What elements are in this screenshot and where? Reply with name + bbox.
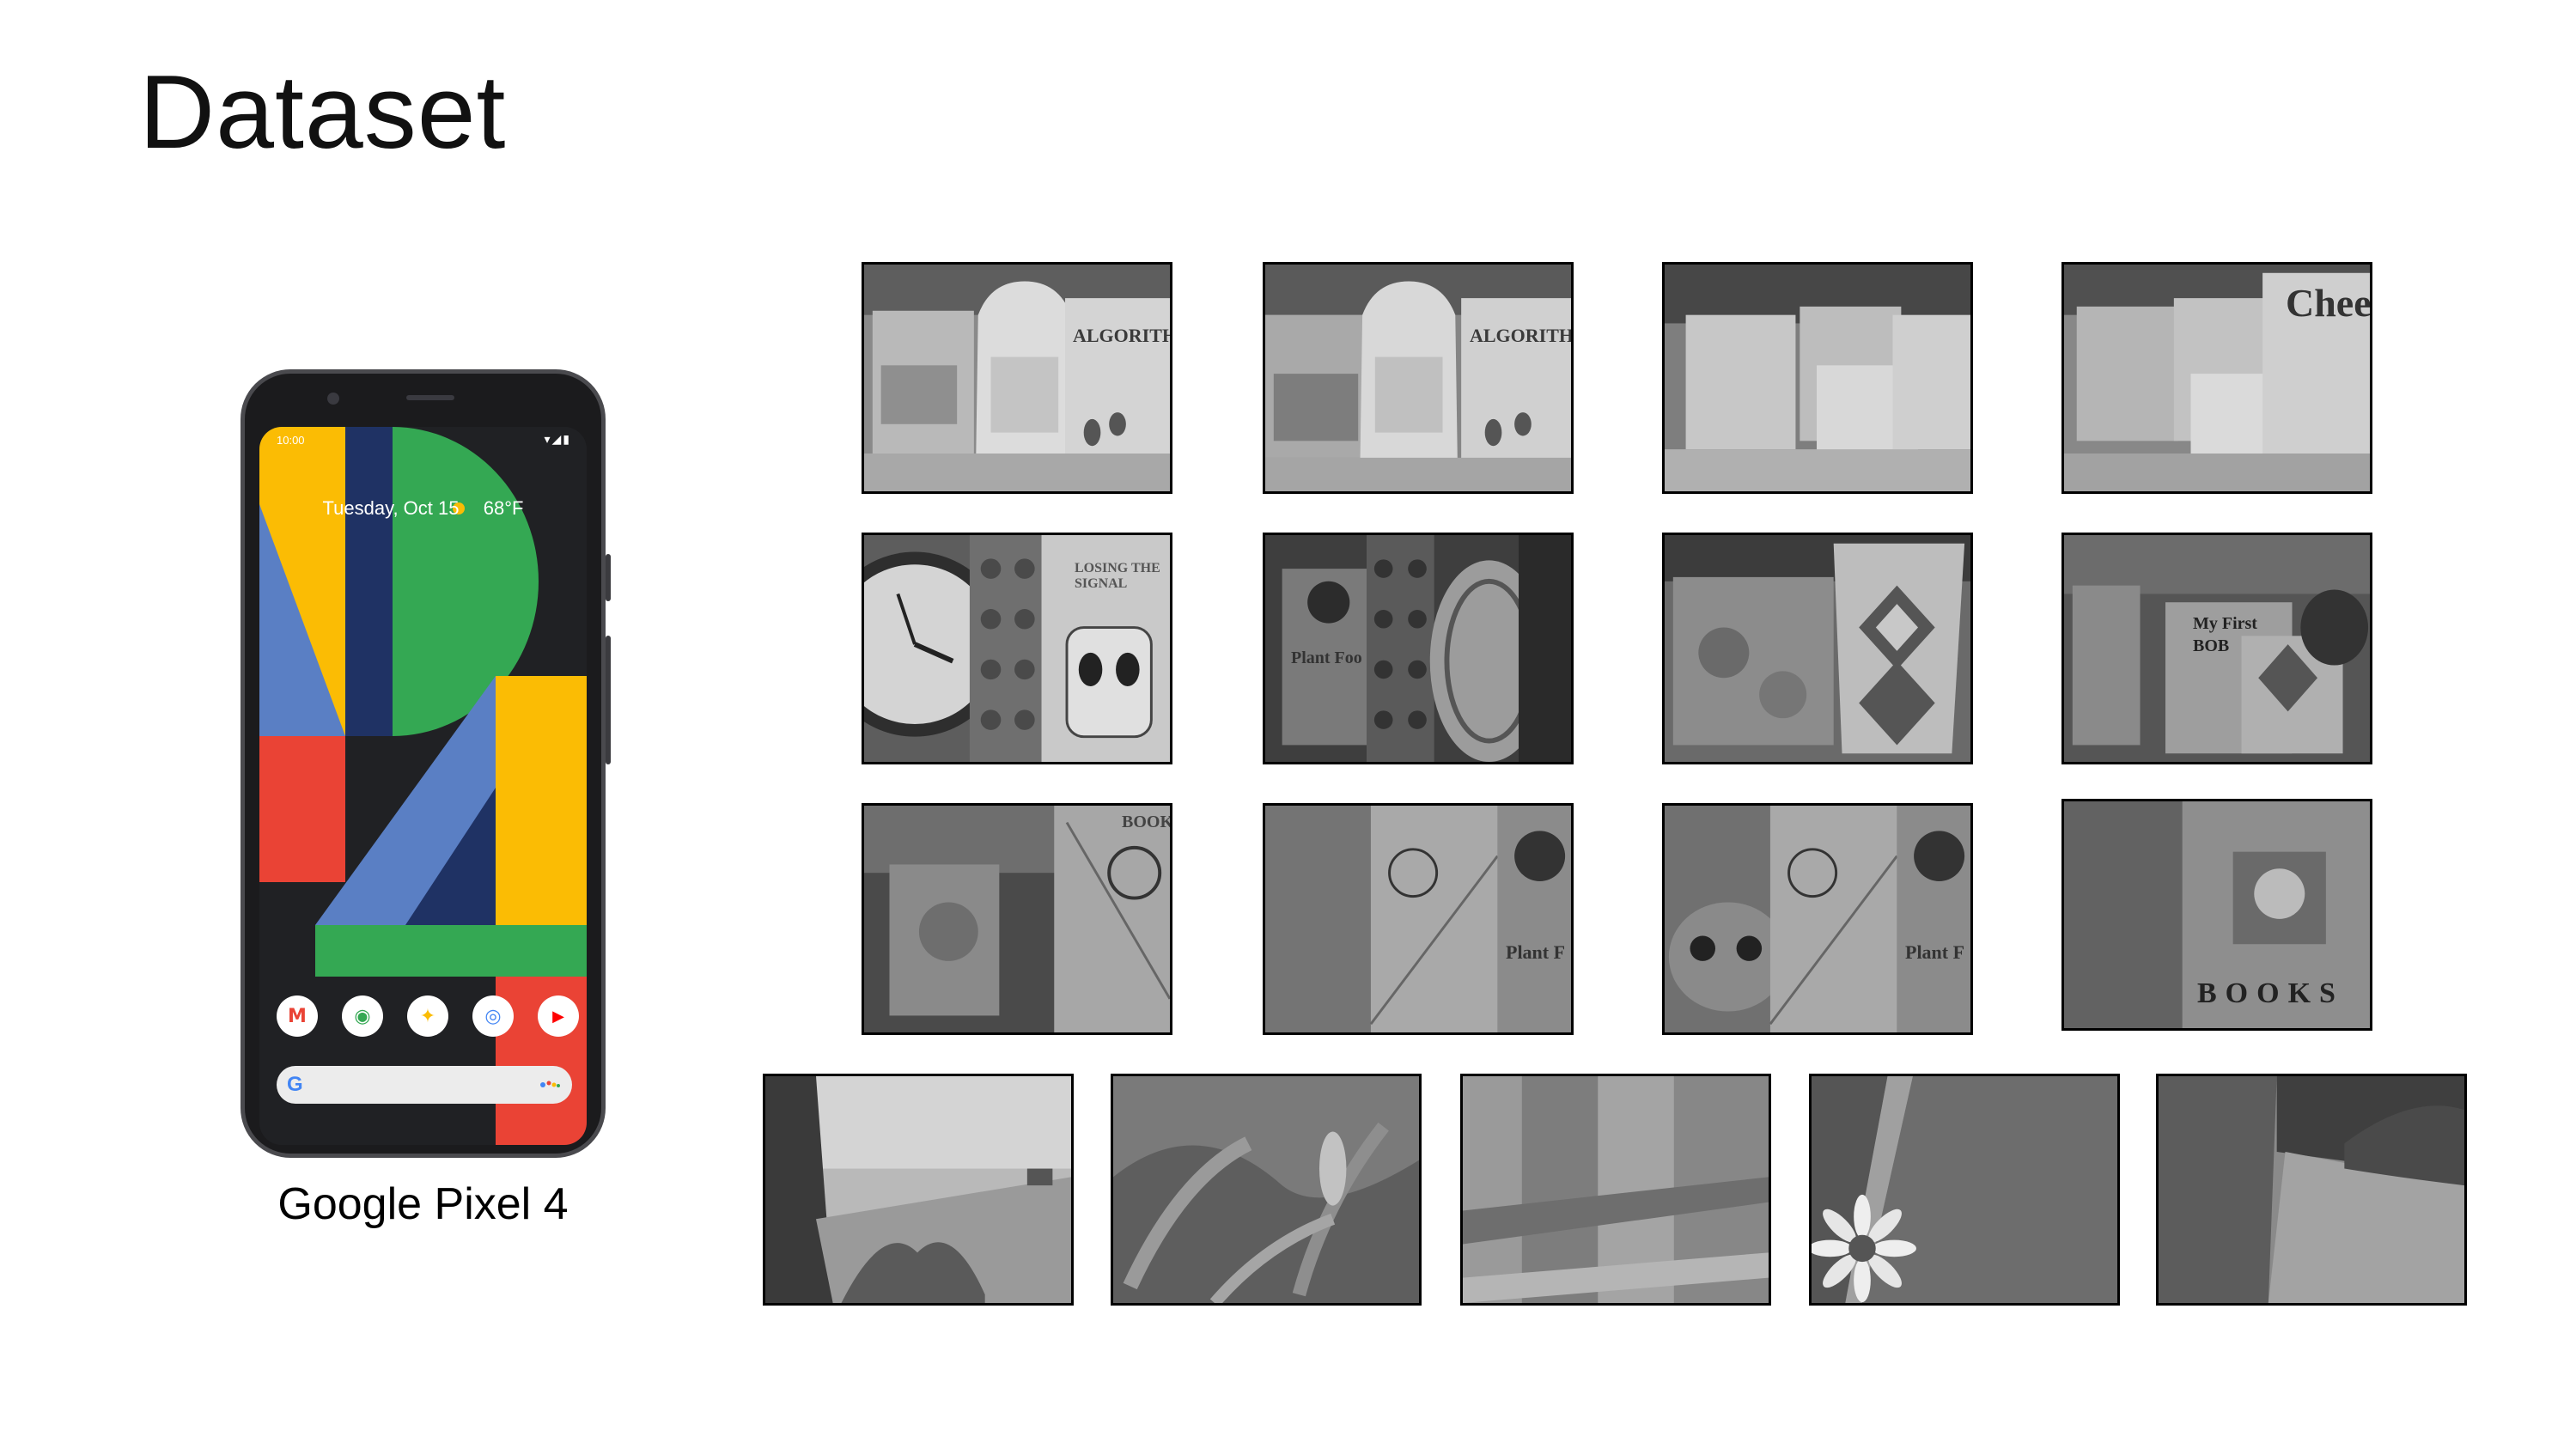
thumb-text: Plant F bbox=[1506, 941, 1566, 963]
thumb-text: My First BOB bbox=[2193, 614, 2257, 655]
sample-image-r3c4: BOOKS bbox=[2061, 799, 2372, 1031]
sample-image-r4c5 bbox=[2156, 1074, 2467, 1306]
google-logo-icon: G bbox=[287, 1073, 303, 1096]
sample-image-r4c1 bbox=[763, 1074, 1074, 1306]
sample-image-r2c2: Plant Foo bbox=[1263, 533, 1574, 764]
slide-title: Dataset bbox=[139, 53, 507, 170]
sample-image-r2c4: My First BOB bbox=[2061, 533, 2372, 764]
chrome-icon[interactable]: ◎ bbox=[472, 995, 514, 1037]
power-button bbox=[606, 554, 611, 601]
phone-illustration: 10:00 ▾◢▮ Tuesday, Oct 15 68°F M ◉ ✦ ◎ ▶… bbox=[241, 369, 611, 1158]
phone-screen: 10:00 ▾◢▮ Tuesday, Oct 15 68°F M ◉ ✦ ◎ ▶… bbox=[259, 427, 587, 1145]
status-bar: 10:00 ▾◢▮ bbox=[259, 427, 587, 451]
sample-image-r4c3 bbox=[1460, 1074, 1771, 1306]
thumb-text: Plant F bbox=[1905, 941, 1965, 963]
thumb-text: LOSING THE SIGNAL bbox=[1075, 561, 1160, 591]
gmail-icon[interactable]: M bbox=[277, 995, 318, 1037]
sample-image-r1c1: ALGORITH bbox=[862, 262, 1172, 494]
thumb-text: BOOKS bbox=[2197, 977, 2344, 1009]
google-search-bar[interactable]: G bbox=[277, 1066, 572, 1104]
sample-image-r2c1: LOSING THE SIGNAL bbox=[862, 533, 1172, 764]
assistant-icon[interactable] bbox=[539, 1080, 560, 1090]
thumb-text: Cheer bbox=[2286, 281, 2372, 325]
wallpaper bbox=[259, 427, 587, 1145]
sample-image-r3c1: BOOKS bbox=[862, 803, 1172, 1035]
status-icons: ▾◢▮ bbox=[544, 432, 571, 446]
date-widget[interactable]: Tuesday, Oct 15 68°F bbox=[259, 497, 587, 520]
volume-button bbox=[606, 636, 611, 764]
sample-image-r3c3: Plant F bbox=[1662, 803, 1973, 1035]
youtube-icon[interactable]: ▶ bbox=[538, 995, 579, 1037]
sample-image-r2c3 bbox=[1662, 533, 1973, 764]
weather-text: 68°F bbox=[483, 497, 524, 519]
date-text: Tuesday, Oct 15 bbox=[322, 497, 460, 519]
status-time: 10:00 bbox=[277, 434, 305, 447]
thumb-text: BOOKS bbox=[1122, 813, 1172, 831]
earpiece bbox=[406, 395, 454, 400]
front-camera bbox=[327, 393, 339, 405]
sample-image-r1c3 bbox=[1662, 262, 1973, 494]
sample-image-r1c4: Cheer bbox=[2061, 262, 2372, 494]
sample-image-r1c2: ALGORITH bbox=[1263, 262, 1574, 494]
device-caption: Google Pixel 4 bbox=[277, 1179, 569, 1229]
thumb-text: Plant Foo bbox=[1291, 648, 1362, 667]
maps-icon[interactable]: ◉ bbox=[342, 995, 383, 1037]
sample-image-r3c2: Plant F bbox=[1263, 803, 1574, 1035]
weather-sun-icon bbox=[465, 501, 478, 514]
sample-image-r4c2 bbox=[1111, 1074, 1422, 1306]
thumb-text: ALGORITH bbox=[1470, 325, 1574, 346]
sample-image-r4c4 bbox=[1809, 1074, 2120, 1306]
app-dock: M ◉ ✦ ◎ ▶ bbox=[273, 995, 579, 1040]
thumb-text: ALGORITH bbox=[1073, 325, 1172, 346]
photos-icon[interactable]: ✦ bbox=[407, 995, 448, 1037]
